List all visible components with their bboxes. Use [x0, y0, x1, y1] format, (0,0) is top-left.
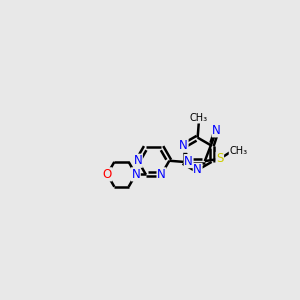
Text: N: N: [212, 124, 221, 137]
Text: N: N: [134, 154, 142, 167]
Text: CH₃: CH₃: [229, 146, 248, 156]
Text: N: N: [193, 164, 202, 176]
Text: CH₃: CH₃: [190, 113, 208, 123]
Text: N: N: [184, 154, 193, 168]
Text: N: N: [179, 139, 188, 152]
Text: N: N: [157, 168, 166, 181]
Text: N: N: [131, 168, 140, 181]
Text: O: O: [103, 168, 112, 181]
Text: S: S: [216, 152, 224, 165]
